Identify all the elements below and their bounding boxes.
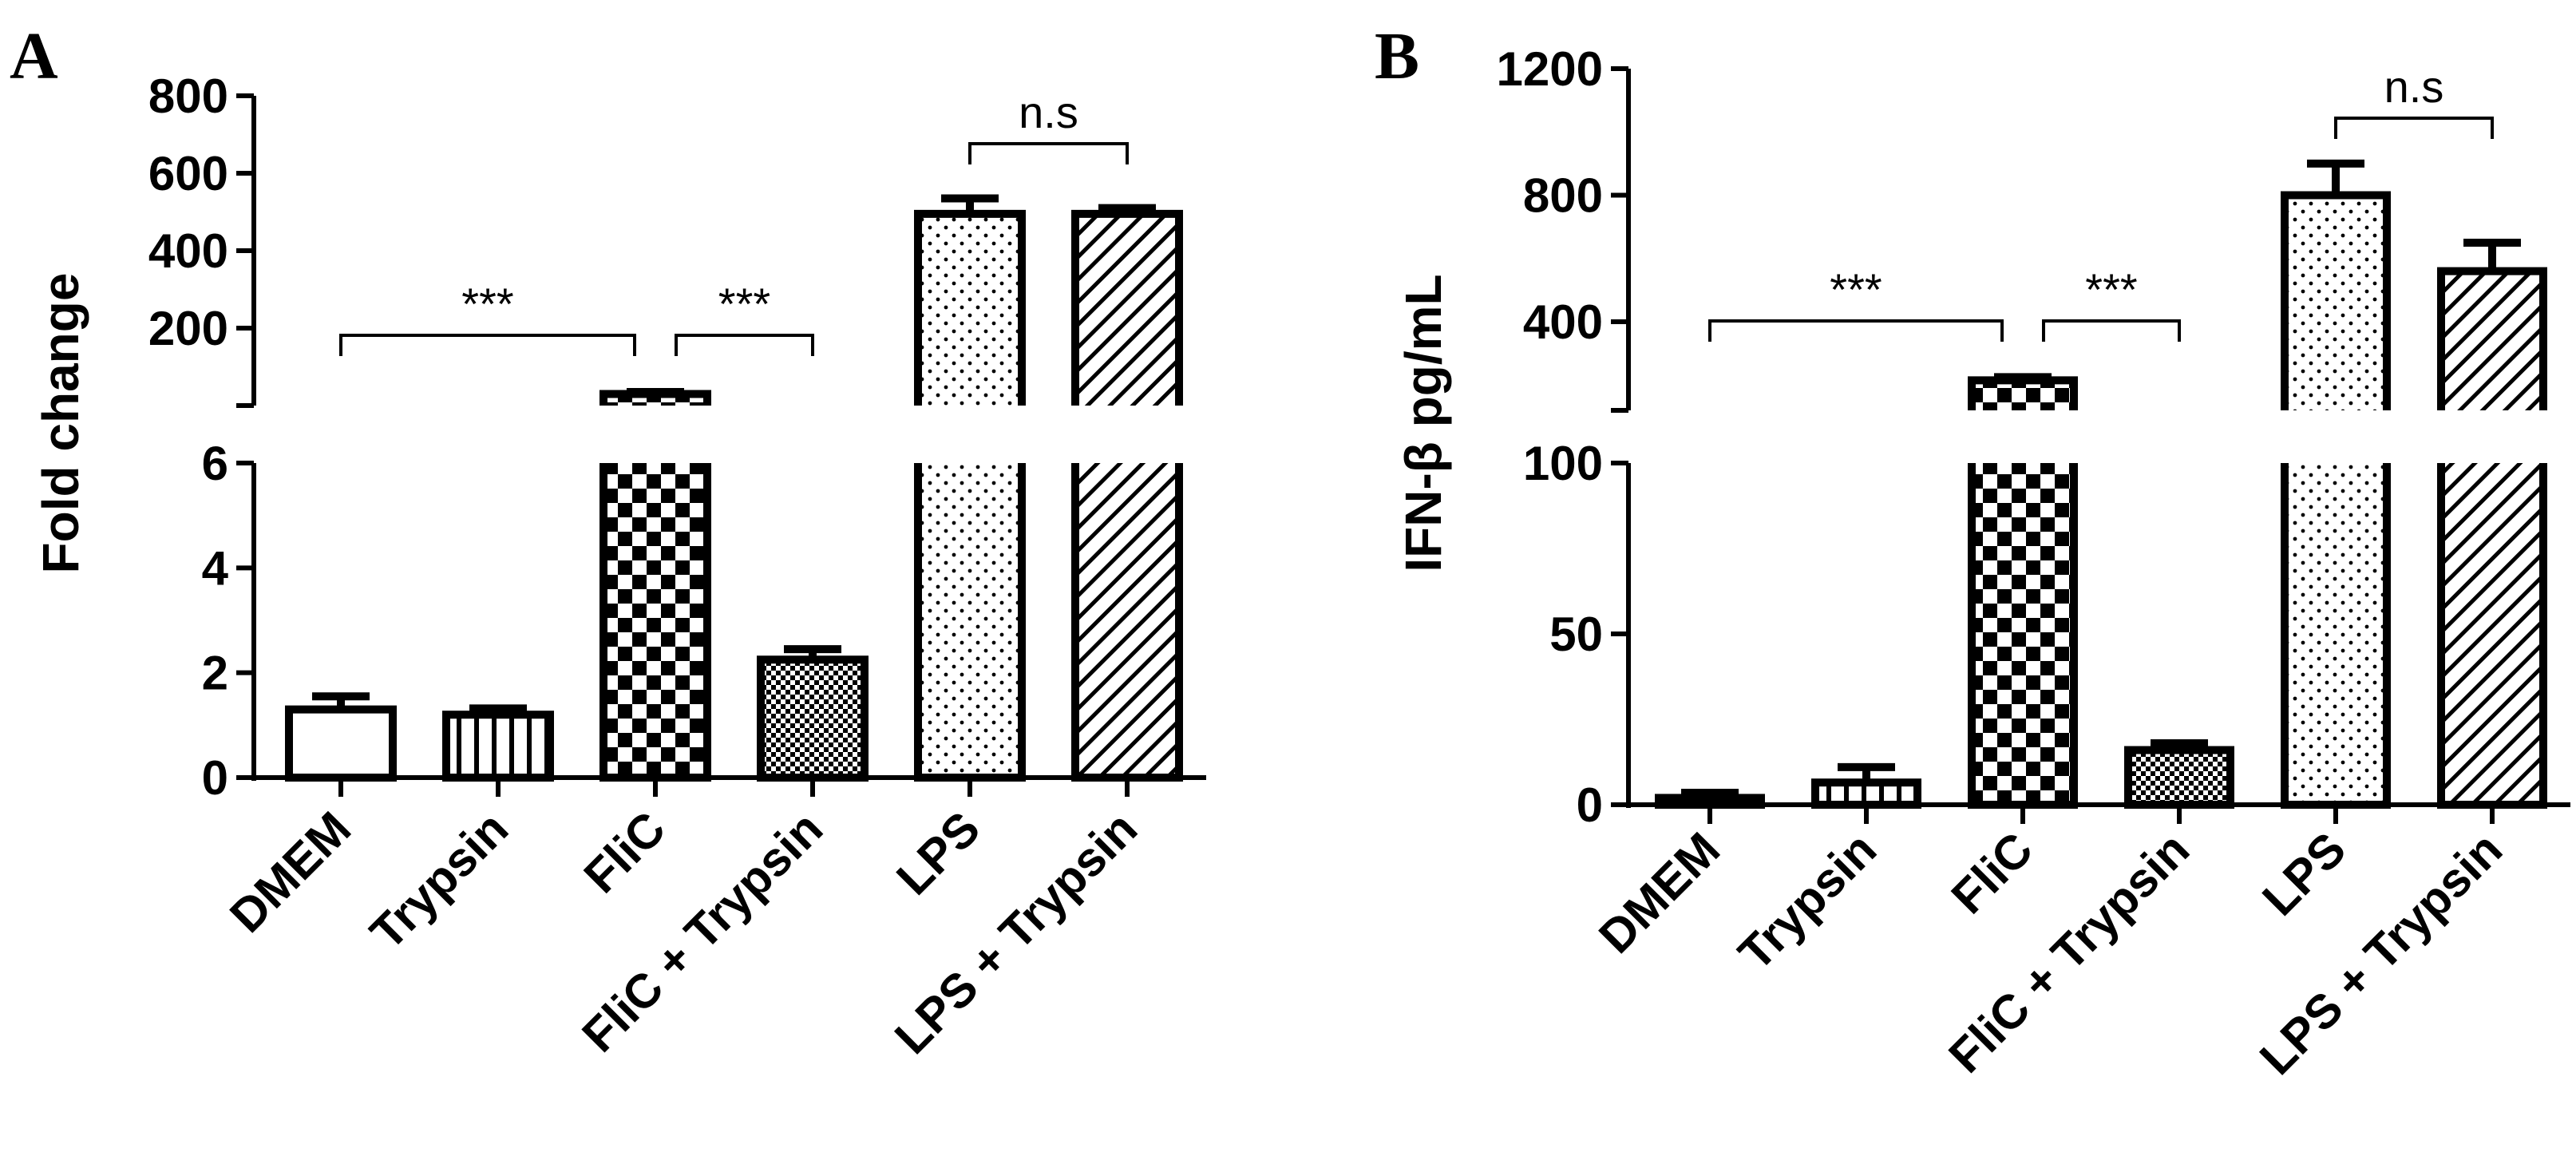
y-tick-label: 800 [148,69,228,123]
bar [2441,463,2543,805]
y-tick-label: 50 [1549,608,1603,661]
panel-b: B IFN-β pg/mL 0 50 100 400 800 1200 DMEMTrypsi… [1375,19,2570,1085]
bar-outline [599,390,711,406]
category-label: DMEM [1589,822,1730,964]
significance-bracket [968,142,1129,164]
significance-bracket [2042,319,2181,342]
bar-outline [914,209,1026,406]
bar [2441,271,2543,410]
category-label: FliC [574,802,676,904]
category-label: FliC [1941,822,2044,924]
significance-bracket [1708,319,2004,342]
significance-label: n.s [1019,87,1078,137]
significance-label: *** [1830,264,1882,315]
panel-a-y-axis-title: Fold change [32,273,89,574]
bar-outline [2281,191,2391,410]
significance-bracket [339,334,636,356]
y-tick-label: 800 [1523,169,1603,223]
bar [603,463,707,778]
bar [1075,213,1179,406]
bar [285,705,397,782]
bar [757,655,869,782]
y-tick-label: 400 [1523,295,1603,349]
bar-outline [1968,376,2078,410]
bar [1972,463,2074,805]
bar [918,213,1022,406]
y-tick-label: 0 [1577,778,1603,832]
significance-label: n.s [2384,61,2444,112]
panel-b-letter: B [1375,19,1419,93]
y-tick-label: 1200 [1497,42,1603,96]
category-label: Trypsin [360,802,518,960]
y-tick-label: 200 [148,302,228,355]
category-label: DMEM [220,802,361,943]
bar-outline [1071,209,1183,406]
significance-bracket [675,334,814,356]
panel-a: A Fold change 0 2 4 6 200 400 600 800 DMEMTrypsi… [10,19,1206,1064]
category-label: LPS [2252,822,2356,926]
y-tick-label: 0 [202,751,228,805]
bar [442,711,554,782]
significance-label: *** [461,279,513,329]
bar [2124,746,2234,810]
bar [918,463,1022,778]
category-label: LPS [886,802,990,905]
bar [2285,195,2387,410]
y-tick-label: 100 [1523,437,1603,490]
y-tick-label: 2 [202,647,228,700]
panel-a-letter: A [10,19,58,93]
y-tick-label: 4 [202,541,229,595]
bar [1811,778,1921,809]
bar [1972,380,2074,410]
category-label: Trypsin [1728,822,1886,980]
y-tick-label: 600 [148,147,228,200]
significance-label: *** [718,279,770,329]
y-tick-label: 400 [148,224,228,278]
bar [2285,463,2387,805]
significance-bracket [2334,117,2494,139]
bar [1075,463,1179,778]
bar-outline [2437,267,2547,410]
y-tick-label: 6 [202,437,228,490]
panel-b-y-axis-title: IFN-β pg/mL [1395,274,1452,572]
significance-label: *** [2085,264,2137,315]
